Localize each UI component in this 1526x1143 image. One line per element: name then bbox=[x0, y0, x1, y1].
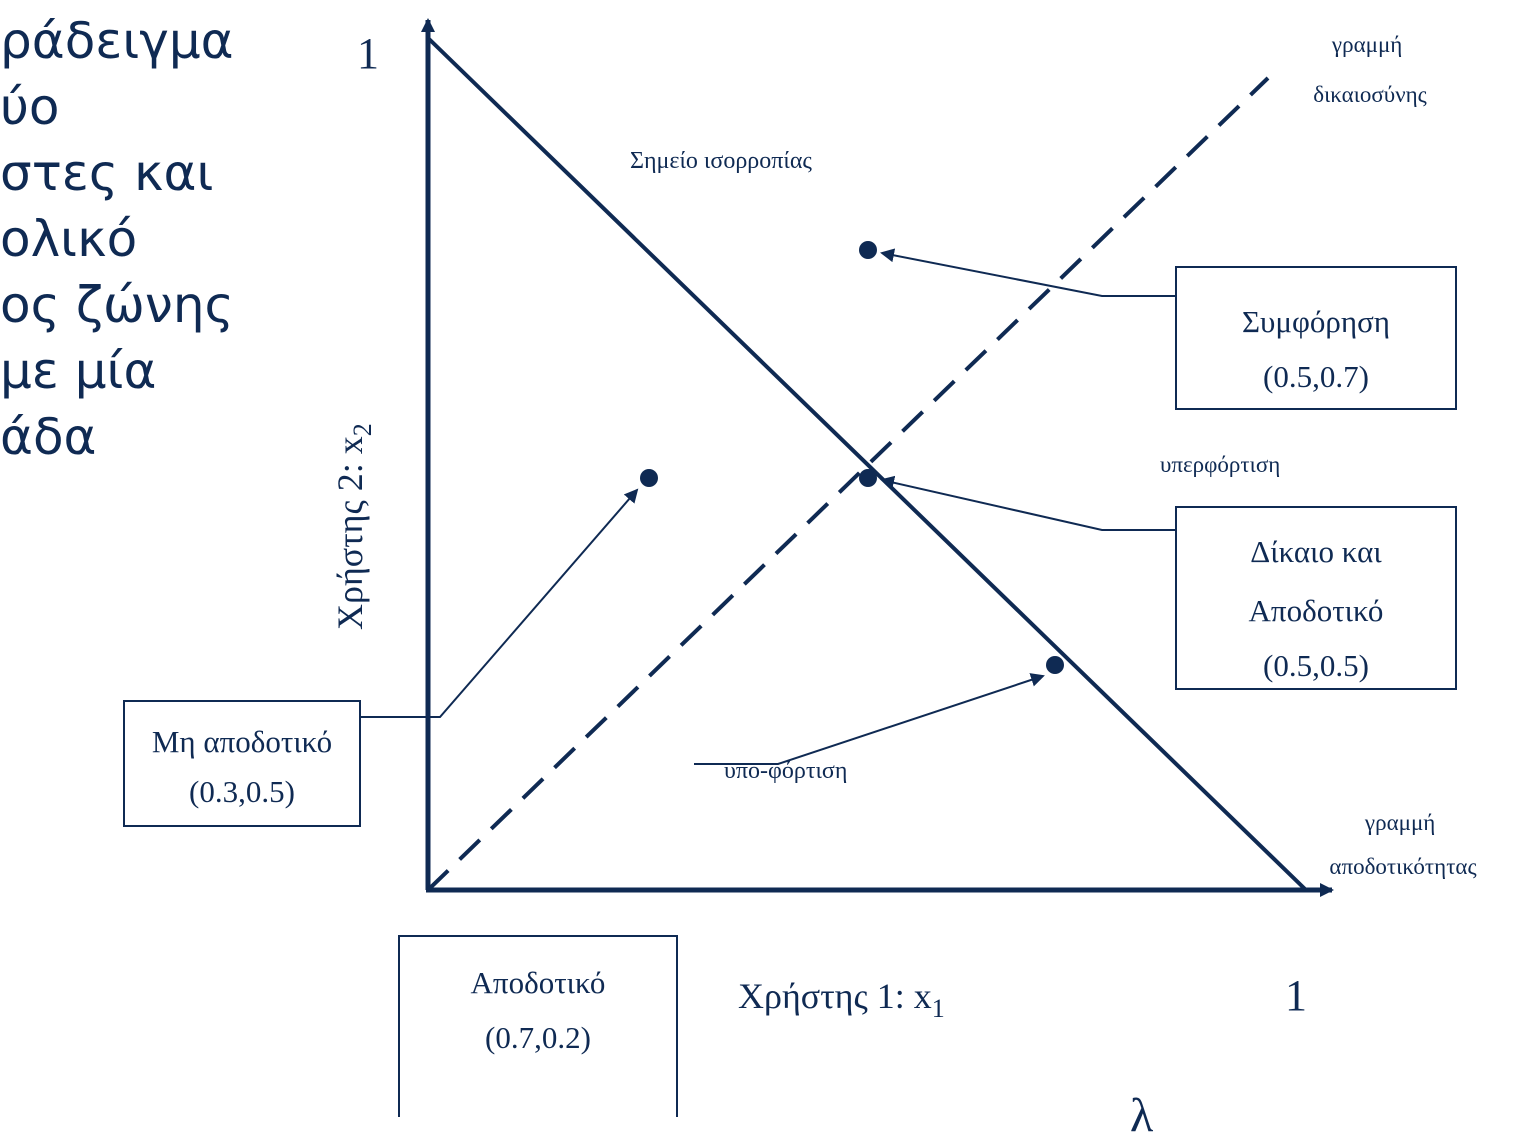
fair-efficient-point bbox=[859, 469, 877, 487]
efficiency-line bbox=[426, 36, 1308, 892]
inefficient-callout bbox=[123, 700, 361, 827]
x-max-label: 1 bbox=[1285, 971, 1307, 1020]
heading-line: με μία bbox=[0, 342, 157, 400]
equilibrium-label: Σημείο ισορροπίας bbox=[630, 148, 812, 174]
inefficient-coords: (0.3,0.5) bbox=[189, 774, 295, 809]
heading-text: ράδειγμα ύο στες και ολικό ος ζώνης με μ… bbox=[0, 8, 300, 628]
heading-line: ύο bbox=[0, 78, 60, 136]
fair-efficient-coords: (0.5,0.5) bbox=[1263, 648, 1369, 683]
congestion-point bbox=[859, 241, 877, 259]
heading-line: άδα bbox=[0, 408, 97, 466]
heading-line: στες και bbox=[0, 144, 214, 202]
fair-efficient-label-2: Αποδοτικό bbox=[1249, 593, 1384, 628]
bottom-fragment: λ bbox=[1130, 1089, 1154, 1142]
y-max-label: 1 bbox=[357, 29, 379, 78]
congestion-label: Συμφόρηση bbox=[1242, 304, 1390, 339]
heading-line: ος ζώνης bbox=[0, 276, 234, 334]
congestion-callout bbox=[1175, 266, 1457, 410]
x-axis-title: Χρήστης 1: x1 bbox=[738, 976, 945, 1023]
efficient-coords: (0.7,0.2) bbox=[485, 1020, 591, 1055]
heading-line: ολικό bbox=[0, 210, 138, 268]
fair-efficient-leader bbox=[880, 475, 1176, 531]
efficient-point bbox=[1046, 656, 1064, 674]
congestion-leader bbox=[880, 248, 1176, 297]
y-axis-title: Χρήστης 2: x2 bbox=[330, 423, 377, 630]
fairness-line bbox=[426, 76, 1270, 892]
overload-label: υπερφόρτιση bbox=[1160, 452, 1280, 477]
efficiency-line-label: γραμμή αποδοτικότητας bbox=[1329, 810, 1476, 879]
inefficient-leader bbox=[360, 488, 639, 718]
efficient-label: Αποδοτικό bbox=[471, 965, 606, 1000]
efficient-callout bbox=[398, 935, 678, 1117]
inefficient-point bbox=[640, 469, 658, 487]
fairness-line-label: γραμμή δικαιοσύνης bbox=[1313, 32, 1426, 107]
fair-efficient-label-1: Δίκαιο και bbox=[1250, 534, 1382, 569]
efficient-leader bbox=[694, 673, 1045, 765]
inefficient-label: Μη αποδοτικό bbox=[152, 724, 332, 759]
fairness-efficiency-diagram: 1 1 Χρήστης 2: x2 Χρήστης 1: x1 γραμμή δ… bbox=[123, 18, 1477, 1117]
congestion-coords: (0.5,0.7) bbox=[1263, 359, 1369, 394]
fair-efficient-callout bbox=[1175, 506, 1457, 690]
heading-line: ράδειγμα bbox=[0, 12, 234, 70]
